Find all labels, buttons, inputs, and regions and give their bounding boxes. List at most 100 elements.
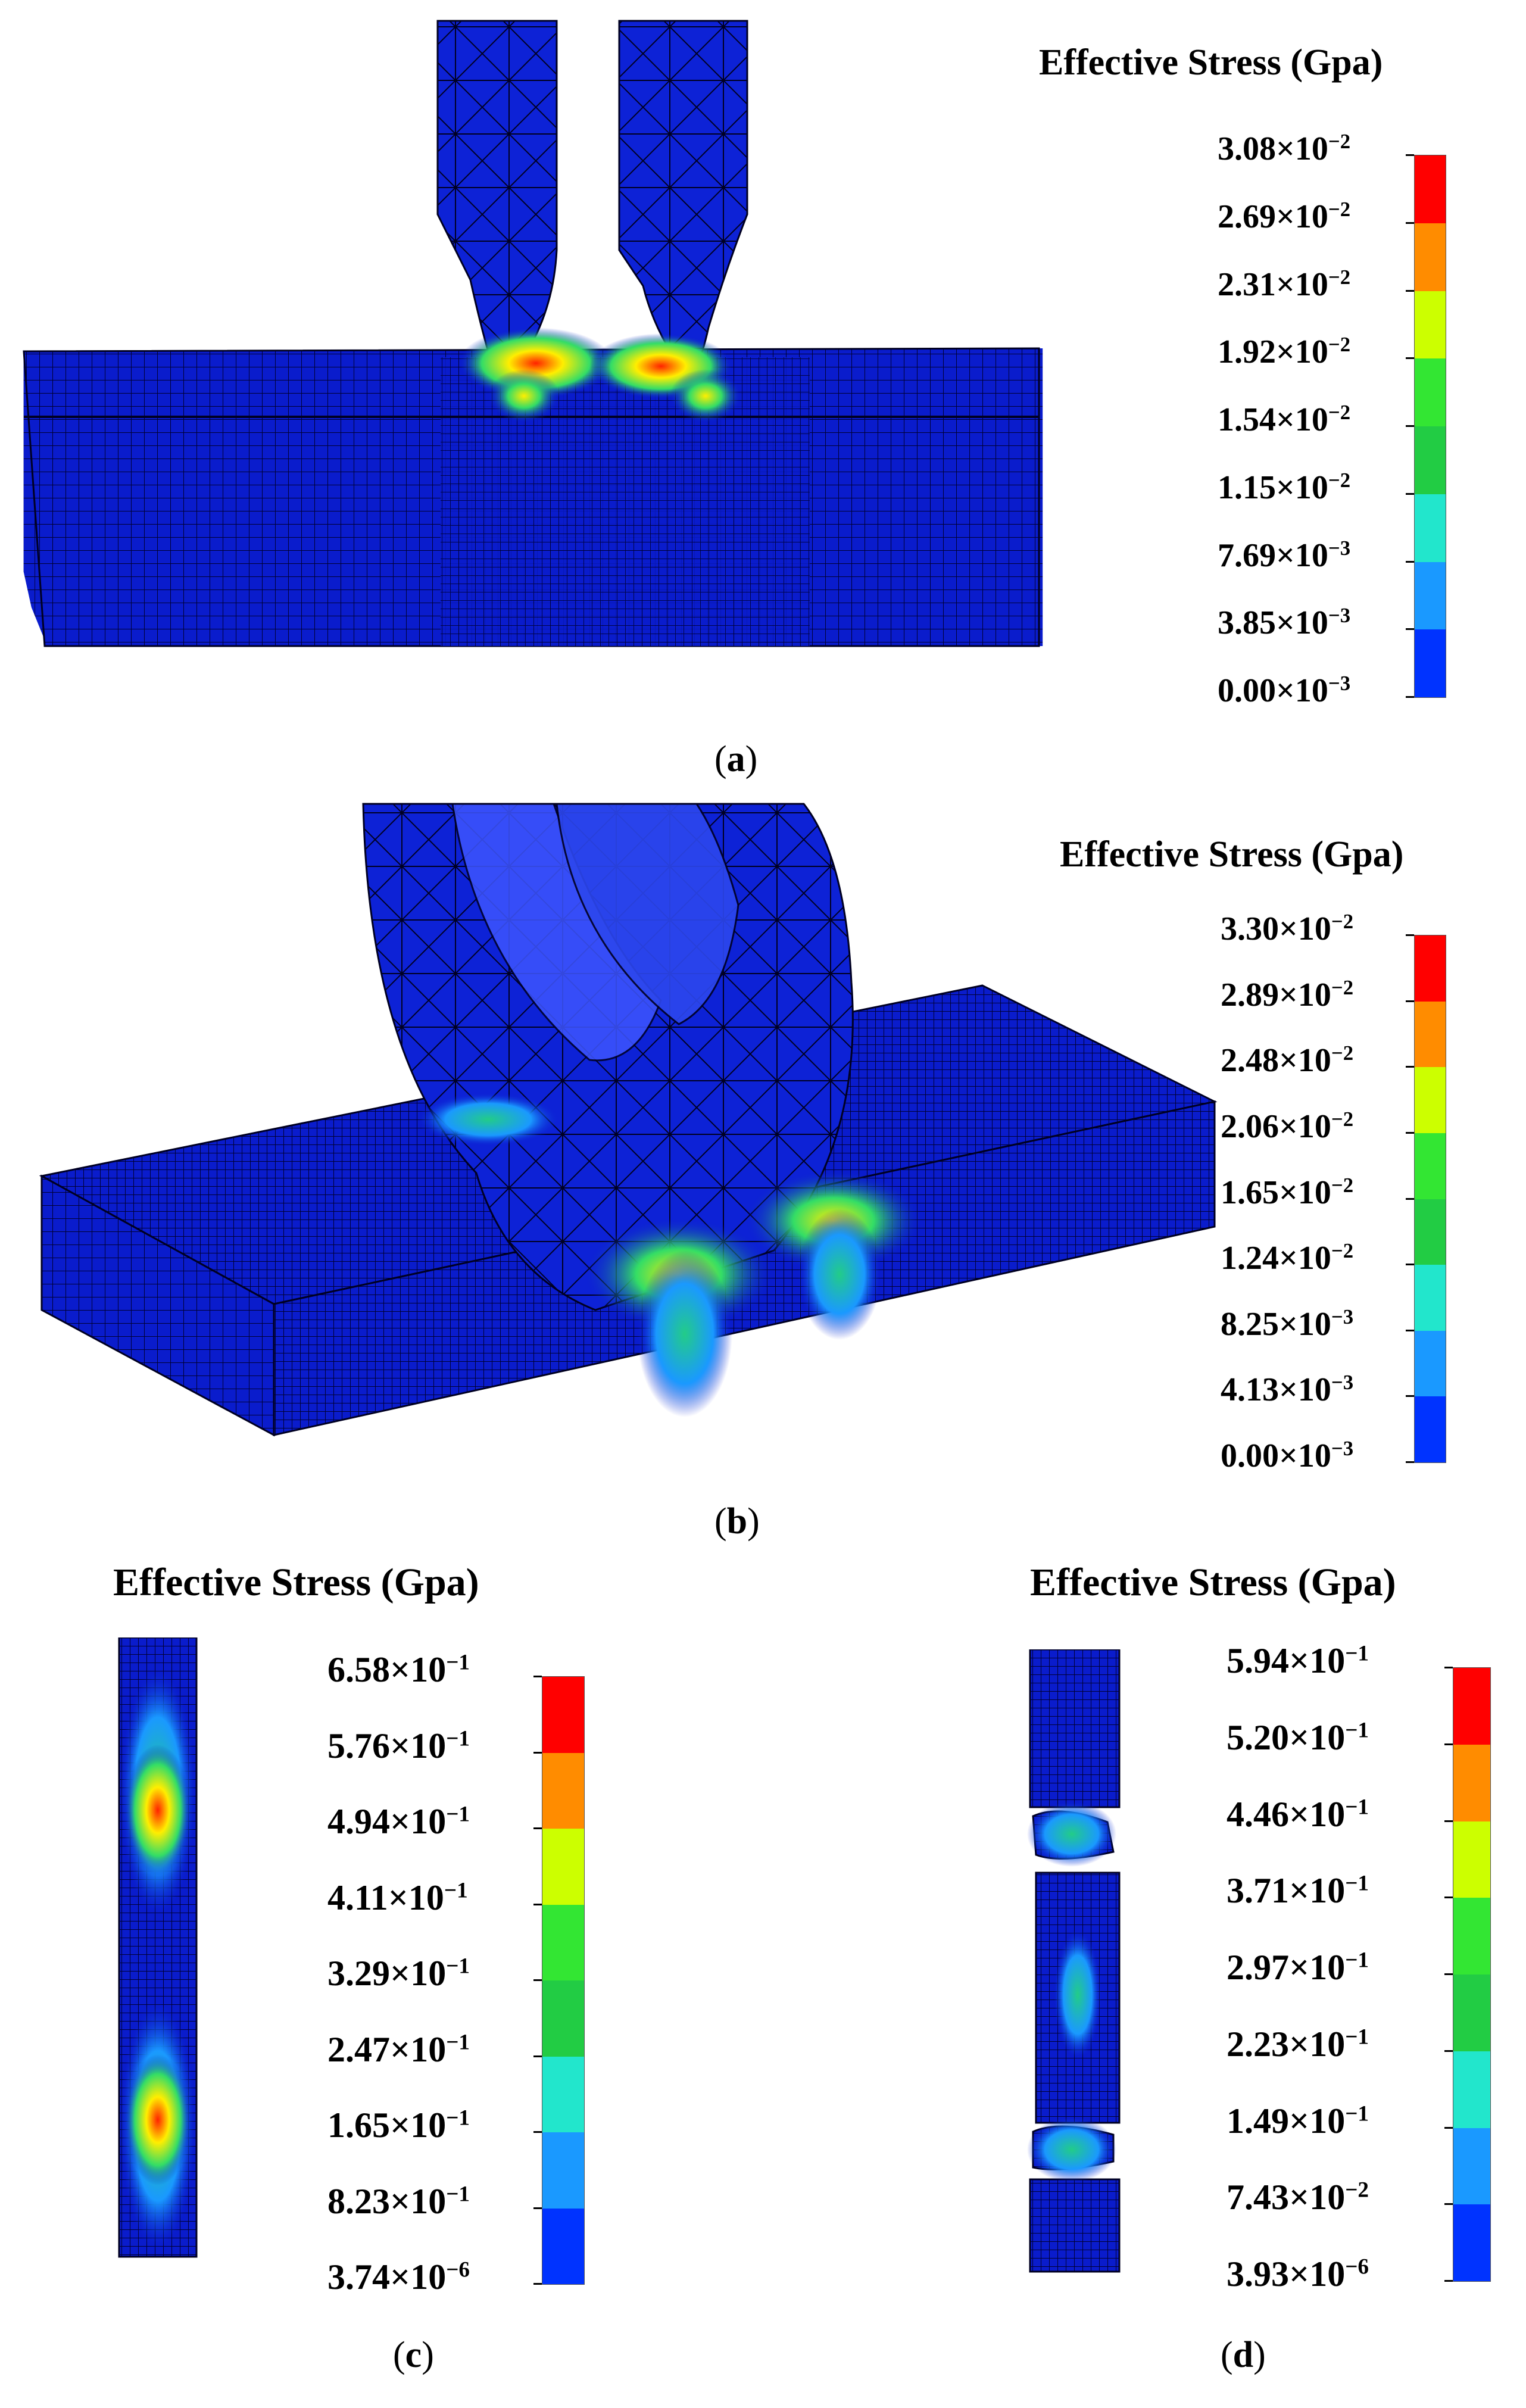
colorbar-segment <box>1453 2128 1490 2205</box>
colorbar-tick-label: 5.76×10−1 <box>327 1726 470 1766</box>
colorbar-segment <box>1453 1975 1490 2051</box>
colorbar-tick-mark <box>1406 1131 1414 1134</box>
colorbar-tick-mark <box>1444 1743 1453 1745</box>
colorbar-tick-label: 3.29×10−1 <box>327 1954 470 1993</box>
colorbar-tick-label: 5.94×10−1 <box>1227 1641 1369 1680</box>
colorbar-segment <box>1415 155 1446 223</box>
colorbar-tick-label: 1.65×10−2 <box>1221 1173 1354 1211</box>
colorbar-tick-mark <box>1444 2126 1453 2129</box>
colorbar-tick-label: 3.74×10−6 <box>327 2257 470 2297</box>
colorbar-segment <box>1453 1744 1490 1821</box>
colorbar-tick-mark <box>533 1751 542 1754</box>
fem-model-b <box>39 803 1218 1437</box>
colorbar-tick-label: 0.00×10−3 <box>1218 671 1351 709</box>
fem-model-d <box>1027 1649 1121 2273</box>
colorbar-tick-label: 3.71×10−1 <box>1227 1871 1369 1911</box>
colorbar-tick-mark <box>1406 560 1414 563</box>
colorbar-tick-label: 0.00×10−3 <box>1221 1436 1354 1474</box>
colorbar-segment <box>1415 1265 1446 1331</box>
colorbar-segment <box>1415 562 1446 630</box>
colorbar-tick-label: 4.11×10−1 <box>327 1877 468 1917</box>
colorbar-segment <box>1415 1133 1446 1199</box>
colorbar-segment <box>542 1904 584 1980</box>
colorbar-segment <box>542 1829 584 1905</box>
caption-c: (c) <box>393 2335 434 2375</box>
colorbar-tick-mark <box>533 2283 542 2285</box>
colorbar-tick-mark <box>1406 289 1414 292</box>
colorbar-tick-mark <box>1444 2050 1453 2052</box>
colorbar-tick-label: 2.89×10−2 <box>1221 975 1354 1013</box>
colorbar-tick-label: 8.25×10−3 <box>1221 1305 1354 1343</box>
colorbar-tick-label: 1.24×10−2 <box>1221 1239 1354 1277</box>
colorbar-tick-label: 1.49×10−1 <box>1227 2101 1369 2141</box>
legend-title: Effective Stress (Gpa) <box>1039 42 1383 83</box>
colorbar-segment <box>1415 291 1446 359</box>
colorbar-tick-label: 2.69×10−2 <box>1218 197 1351 235</box>
colorbar-segment <box>542 2132 584 2209</box>
colorbar-segment <box>1453 1668 1490 1745</box>
colorbar-tick-mark <box>1444 1897 1453 1899</box>
colorbar-tick-mark <box>1406 1000 1414 1002</box>
legend-title: Effective Stress (Gpa) <box>113 1561 479 1604</box>
colorbar <box>542 1676 585 2285</box>
colorbar-tick-label: 8.23×10−1 <box>327 2181 470 2221</box>
colorbar-tick-label: 2.06×10−2 <box>1221 1107 1354 1145</box>
colorbar-tick-label: 3.08×10−2 <box>1218 129 1351 167</box>
colorbar-tick-label: 1.65×10−1 <box>327 2106 470 2145</box>
colorbar <box>1414 935 1446 1463</box>
colorbar-tick-mark <box>1406 628 1414 631</box>
colorbar-tick-label: 4.94×10−1 <box>327 1802 470 1841</box>
colorbar-segment <box>1415 1396 1446 1462</box>
colorbar-segment <box>542 1752 584 1829</box>
colorbar-tick-mark <box>1444 2203 1453 2206</box>
colorbar-tick-mark <box>533 2207 542 2209</box>
colorbar-tick-mark <box>1406 1197 1414 1200</box>
colorbar-tick-mark <box>533 2131 542 2133</box>
colorbar-tick-mark <box>1444 1667 1453 1668</box>
colorbar-segment <box>1415 358 1446 426</box>
colorbar-segment <box>1415 494 1446 562</box>
colorbar-tick-mark <box>1444 1973 1453 1975</box>
caption-d: (d) <box>1221 2335 1266 2375</box>
colorbar-tick-label: 2.97×10−1 <box>1227 1948 1369 1987</box>
colorbar-tick-mark <box>1444 1820 1453 1822</box>
caption-c-label: c <box>405 2335 422 2375</box>
colorbar-tick-label: 2.47×10−1 <box>327 2029 470 2069</box>
colorbar-tick-mark <box>1406 222 1414 224</box>
colorbar-segment <box>1415 1330 1446 1397</box>
colorbar <box>1453 1667 1491 2282</box>
caption-a-label: a <box>726 739 745 779</box>
colorbar-tick-mark <box>1406 1395 1414 1398</box>
colorbar-tick-mark <box>533 1903 542 1905</box>
colorbar-tick-label: 6.58×10−1 <box>327 1650 470 1689</box>
colorbar-tick-mark <box>1406 492 1414 495</box>
colorbar-tick-mark <box>1406 1066 1414 1068</box>
colorbar-tick-mark <box>533 1827 542 1829</box>
colorbar-segment <box>1415 629 1446 697</box>
colorbar-segment <box>1415 223 1446 291</box>
colorbar-tick-mark <box>533 2055 542 2057</box>
caption-b: (b) <box>714 1501 760 1542</box>
colorbar-tick-label: 7.43×10−2 <box>1227 2178 1369 2217</box>
colorbar-tick-label: 4.13×10−3 <box>1221 1371 1354 1409</box>
colorbar-segment <box>542 2208 584 2284</box>
panel-a: Effective Stress (Gpa) (a) 3.08×10−2 2.69… <box>0 0 1526 786</box>
colorbar-tick-mark <box>1406 154 1414 156</box>
colorbar <box>1414 155 1446 698</box>
colorbar-segment <box>1415 1001 1446 1068</box>
panel-c: Effective Stress (Gpa) (c) 6.58×10−1 5.76… <box>0 1560 762 2408</box>
colorbar-segment <box>1415 935 1446 1002</box>
colorbar-tick-mark <box>1406 357 1414 360</box>
colorbar-tick-mark <box>1406 1264 1414 1266</box>
colorbar-tick-mark <box>1406 1461 1414 1463</box>
colorbar-tick-label: 1.54×10−2 <box>1218 400 1351 438</box>
colorbar-tick-label: 1.92×10−2 <box>1218 333 1351 371</box>
legend-title: Effective Stress (Gpa) <box>1060 834 1404 875</box>
panel-d: Effective Stress (Gpa) (d) 5.94×10−1 5.20… <box>762 1560 1526 2408</box>
colorbar-segment <box>1453 1821 1490 1898</box>
colorbar-tick-label: 3.93×10−6 <box>1227 2254 1369 2294</box>
colorbar-segment <box>542 1677 584 1753</box>
panel-b: Effective Stress (Gpa) (b) 3.30×10−2 2.89… <box>0 786 1526 1560</box>
colorbar-tick-label: 1.15×10−2 <box>1218 468 1351 506</box>
colorbar-segment <box>542 2056 584 2132</box>
